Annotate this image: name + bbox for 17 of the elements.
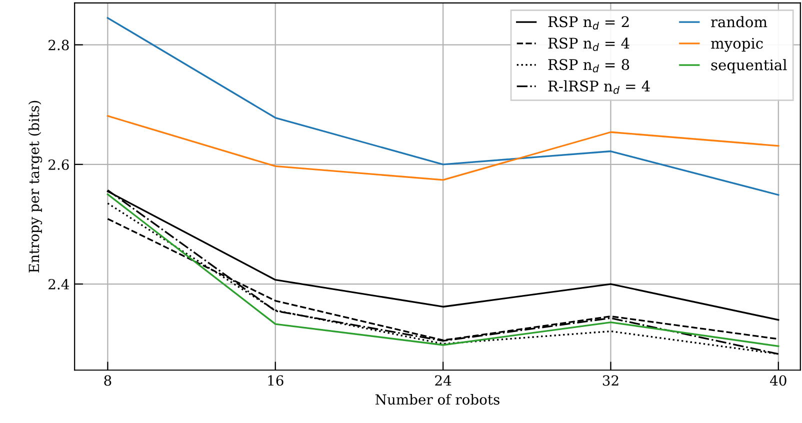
x-tick-label: 16 — [268, 375, 284, 386]
x-tick-label: 24 — [435, 375, 452, 386]
legend-label: sequential — [711, 59, 787, 74]
y-axis-title: Entropy per target (bits) — [28, 100, 42, 273]
y-tick-label: 2.4 — [48, 278, 70, 290]
legend-label: myopic — [711, 38, 763, 52]
legend-label: R-lRSP n$_{d}$ = 4 — [548, 80, 650, 94]
y-tick-label: 2.8 — [48, 40, 69, 50]
x-tick-label: 8 — [104, 375, 112, 386]
x-tick-label: 32 — [602, 375, 618, 386]
x-axis-title: Number of robots — [376, 394, 500, 405]
legend-label: random — [711, 16, 768, 28]
legend-label: RSP n$_{d}$ = 2 — [548, 16, 629, 30]
x-tick-label: 40 — [770, 375, 786, 386]
legend-label: RSP n$_{d}$ = 4 — [548, 38, 630, 51]
legend-label: RSP n$_{d}$ = 8 — [548, 59, 630, 72]
y-tick-label: 2.6 — [48, 159, 69, 170]
